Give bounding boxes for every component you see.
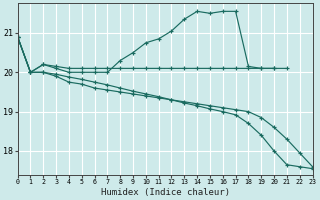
X-axis label: Humidex (Indice chaleur): Humidex (Indice chaleur) (100, 188, 229, 197)
